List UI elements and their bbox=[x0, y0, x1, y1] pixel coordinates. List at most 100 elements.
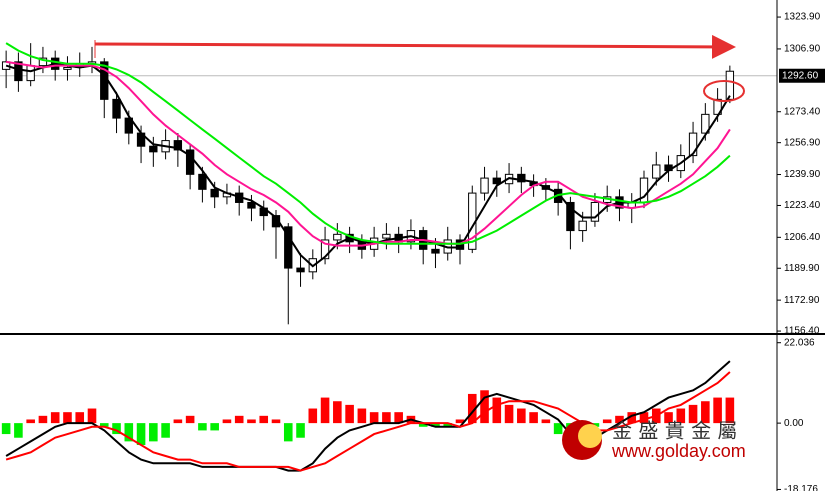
histogram-bar bbox=[541, 419, 551, 424]
y-tick-label: 0.00 bbox=[784, 418, 804, 429]
histogram-bar bbox=[713, 397, 722, 424]
candle-body bbox=[492, 177, 501, 185]
y-tick-label: 1273.40 bbox=[784, 106, 821, 117]
histogram-bar bbox=[222, 419, 232, 424]
histogram-bar bbox=[382, 412, 391, 424]
histogram-bar bbox=[418, 423, 428, 427]
histogram-bar bbox=[296, 423, 305, 438]
histogram-bar bbox=[198, 423, 207, 431]
candle-body bbox=[431, 248, 440, 254]
candle-body bbox=[320, 239, 330, 260]
candle-body bbox=[566, 201, 575, 232]
histogram-bar bbox=[38, 415, 48, 424]
histogram-bar bbox=[14, 423, 23, 438]
watermark: 金 盛 貴 金 屬 www.golday.com bbox=[562, 419, 746, 461]
histogram-bar bbox=[50, 412, 60, 424]
histogram-bar bbox=[271, 419, 281, 424]
histogram-bar bbox=[492, 397, 502, 424]
histogram-bar bbox=[627, 412, 637, 424]
line bbox=[5, 62, 731, 268]
last-price-box bbox=[779, 68, 825, 83]
candle-body bbox=[333, 233, 342, 241]
candle-body bbox=[652, 164, 661, 179]
y-tick-label: 1189.90 bbox=[784, 263, 820, 274]
line bbox=[5, 371, 731, 472]
candle-body bbox=[38, 57, 48, 67]
histogram-bar bbox=[136, 423, 146, 446]
histogram-bar bbox=[87, 408, 97, 424]
annotation-arrow bbox=[94, 34, 736, 59]
histogram-bar bbox=[283, 423, 293, 442]
plot bbox=[0, 16, 781, 490]
candle-body bbox=[271, 215, 281, 228]
histogram-bar bbox=[333, 401, 342, 424]
candle-body bbox=[725, 70, 735, 100]
histogram-bar bbox=[664, 412, 673, 424]
histogram-bar bbox=[504, 404, 514, 424]
y-tick-label: 1306.90 bbox=[784, 44, 821, 55]
y-tick-label: 1223.40 bbox=[784, 200, 821, 211]
candle-body bbox=[701, 113, 710, 134]
candle-body bbox=[124, 117, 133, 134]
histogram-bar bbox=[517, 408, 526, 424]
histogram-bar bbox=[173, 419, 183, 424]
histogram-bar bbox=[320, 397, 330, 424]
candle-body bbox=[149, 145, 158, 153]
annotation-circle bbox=[703, 80, 745, 102]
histogram-bar bbox=[480, 390, 489, 424]
histogram-bar bbox=[701, 401, 710, 424]
y-tick-label: 1206.40 bbox=[784, 232, 821, 243]
candle-body bbox=[688, 132, 698, 157]
histogram-bar bbox=[234, 415, 244, 424]
histogram-bar bbox=[394, 412, 403, 424]
line bbox=[5, 42, 731, 245]
y-tick-label: 1156.40 bbox=[784, 326, 820, 337]
histogram-bar bbox=[63, 412, 72, 424]
histogram-bar bbox=[725, 397, 735, 424]
histogram-bar bbox=[124, 423, 134, 442]
line bbox=[5, 60, 731, 247]
histogram-bar bbox=[308, 408, 318, 424]
y-tick-label: 1256.90 bbox=[784, 137, 821, 148]
histogram-bar bbox=[26, 419, 35, 424]
histogram-bar bbox=[357, 408, 367, 424]
candle-body bbox=[63, 66, 72, 70]
histogram-bar bbox=[431, 423, 440, 427]
y-tick-label: 1172.90 bbox=[784, 295, 820, 306]
histogram-bar bbox=[259, 415, 269, 424]
histogram-bar bbox=[149, 423, 158, 442]
histogram-bar bbox=[112, 423, 121, 435]
candle-body bbox=[210, 188, 219, 198]
last-price-label: 1292.60 bbox=[782, 70, 819, 81]
histogram-bar bbox=[467, 393, 477, 424]
histogram-bar bbox=[1, 423, 11, 435]
histogram-bar bbox=[688, 404, 698, 424]
histogram-bar bbox=[529, 412, 538, 424]
histogram-bar bbox=[99, 423, 109, 427]
histogram-bar bbox=[455, 419, 465, 424]
candle-body bbox=[14, 61, 23, 82]
candle-body bbox=[284, 226, 293, 269]
candle-body bbox=[198, 173, 207, 190]
histogram-bar bbox=[602, 419, 612, 424]
candle-body bbox=[382, 233, 391, 239]
histogram-bar bbox=[75, 412, 85, 424]
candle-body bbox=[247, 201, 256, 209]
histogram-bar bbox=[247, 419, 256, 424]
logo bbox=[578, 424, 602, 448]
histogram-bar bbox=[369, 412, 379, 424]
histogram-bar bbox=[639, 412, 649, 424]
candle-body bbox=[296, 267, 305, 273]
y-tick-label: 1323.90 bbox=[784, 12, 821, 23]
candle-body bbox=[185, 149, 195, 175]
candle-body bbox=[480, 177, 489, 194]
candle-body bbox=[590, 201, 600, 222]
candle-body bbox=[578, 220, 587, 232]
histogram-bar bbox=[615, 415, 624, 424]
candle-body bbox=[112, 98, 121, 119]
candle-body bbox=[517, 173, 526, 183]
histogram-bar bbox=[210, 423, 219, 431]
histogram-bar bbox=[443, 423, 453, 427]
candle-body bbox=[173, 140, 183, 151]
